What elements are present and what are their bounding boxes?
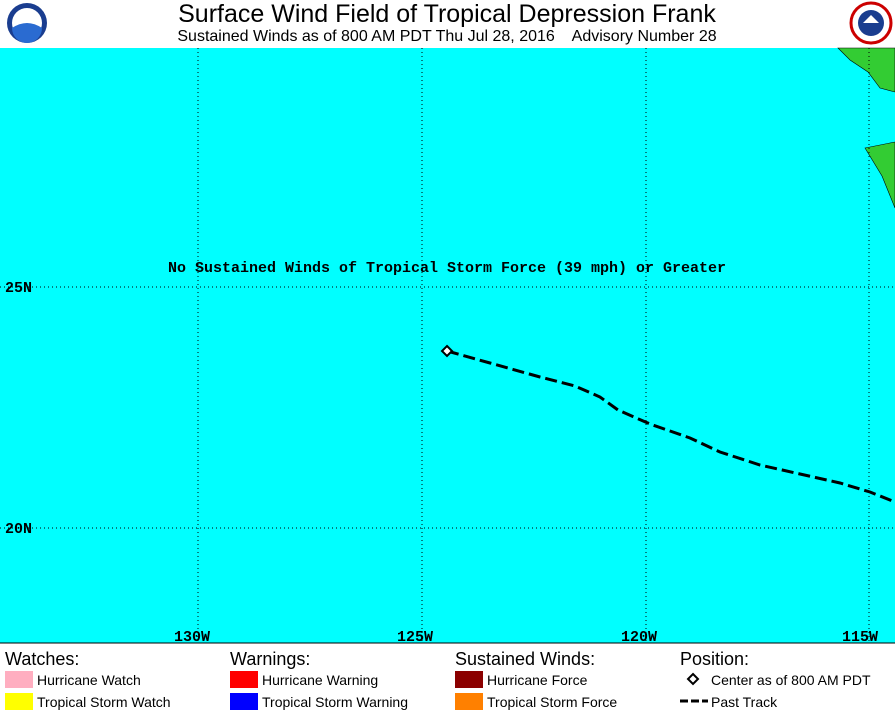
legend-heading: Sustained Winds: bbox=[455, 649, 595, 669]
noaa-logo bbox=[7, 3, 47, 43]
title: Surface Wind Field of Tropical Depressio… bbox=[178, 0, 716, 28]
land bbox=[837, 47, 895, 93]
legend-swatch bbox=[5, 671, 33, 688]
subtitle: Sustained Winds as of 800 AM PDT Thu Jul… bbox=[177, 28, 716, 45]
legend-swatch bbox=[5, 693, 33, 710]
legend-swatch bbox=[455, 693, 483, 710]
lat-label: 20N bbox=[5, 521, 32, 538]
legend-item: Hurricane Force bbox=[487, 672, 588, 688]
legend-item: Past Track bbox=[711, 694, 778, 710]
legend-item: Hurricane Warning bbox=[262, 672, 378, 688]
legend-item: Center as of 800 AM PDT bbox=[711, 672, 871, 688]
past-track bbox=[446, 349, 895, 504]
nws-logo bbox=[849, 1, 893, 45]
lat-label: 25N bbox=[5, 280, 32, 297]
legend-heading: Watches: bbox=[5, 649, 79, 669]
legend-item: Hurricane Watch bbox=[37, 672, 141, 688]
legend-swatch bbox=[230, 693, 258, 710]
lon-label: 120W bbox=[621, 629, 657, 646]
legend-icon bbox=[686, 672, 700, 686]
map-message: No Sustained Winds of Tropical Storm For… bbox=[168, 260, 726, 277]
lon-label: 130W bbox=[174, 629, 210, 646]
land bbox=[864, 141, 895, 209]
lon-label: 125W bbox=[397, 629, 433, 646]
legend-item: Tropical Storm Force bbox=[487, 694, 617, 710]
legend-heading: Warnings: bbox=[230, 649, 310, 669]
legend-item: Tropical Storm Watch bbox=[37, 694, 171, 710]
legend-swatch bbox=[230, 671, 258, 688]
storm-center bbox=[440, 344, 454, 358]
legend-heading: Position: bbox=[680, 649, 749, 669]
legend-item: Tropical Storm Warning bbox=[262, 694, 408, 710]
legend: Watches: Hurricane Watch Tropical Storm … bbox=[5, 649, 871, 710]
legend-swatch bbox=[455, 671, 483, 688]
lon-label: 115W bbox=[842, 629, 878, 646]
